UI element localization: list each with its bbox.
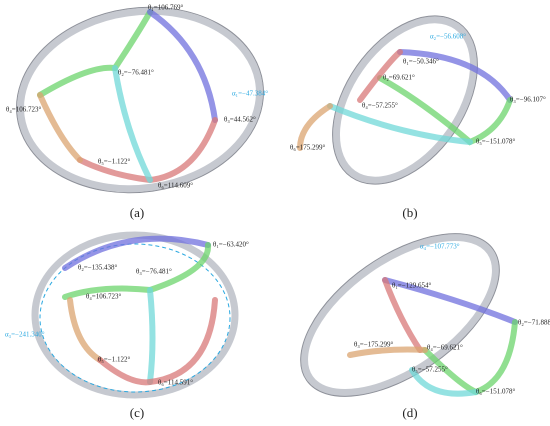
link bbox=[67, 297, 103, 363]
angle-label: θ₄=106.723° bbox=[6, 106, 41, 114]
panel-a: θ₁=106.769° θ₂=−76.481° α₁=−47.384° θ₃=4… bbox=[6, 4, 268, 220]
angle-label: θ₅=−151.078° bbox=[476, 138, 515, 146]
ring-edge bbox=[300, 233, 500, 397]
ring-edge bbox=[332, 15, 478, 185]
caption: (c) bbox=[130, 405, 144, 420]
link bbox=[357, 49, 403, 103]
link bbox=[297, 103, 333, 151]
link bbox=[409, 367, 479, 397]
angle-label: θ₄=−69.621° bbox=[427, 344, 463, 352]
angle-label: θ₅=−57.255° bbox=[412, 366, 448, 374]
ring-dash bbox=[39, 243, 231, 393]
caption: (a) bbox=[130, 205, 144, 220]
angle-label: θ₆=−151.078° bbox=[476, 388, 515, 396]
link bbox=[382, 277, 518, 325]
caption: (b) bbox=[402, 205, 417, 220]
angle-label: α₂=−56.608° bbox=[430, 33, 466, 41]
ring bbox=[17, 7, 263, 193]
angle-label: α₄=−107.773° bbox=[420, 243, 460, 251]
link bbox=[97, 297, 218, 386]
link bbox=[62, 235, 211, 271]
angle-label: θ₁=−63.420° bbox=[213, 241, 249, 249]
ring bbox=[332, 16, 478, 184]
angle-label: θ₅=−1.122° bbox=[98, 356, 130, 364]
link bbox=[397, 49, 513, 103]
angle-label: θ₁=106.769° bbox=[148, 4, 183, 12]
panel-b: α₂=−56.608° θ₁=−50.346° θ₂=69.621° θ₃=−9… bbox=[290, 15, 546, 220]
angle-label: θ₁=−129.654° bbox=[392, 282, 431, 290]
angle-label: θ₃=−175.299° bbox=[354, 341, 393, 349]
angle-label: θ₂=−135.438° bbox=[78, 264, 117, 272]
angle-label: θ₄=106.723° bbox=[86, 293, 121, 301]
angle-label: α₃=−241.340° bbox=[5, 331, 45, 339]
link bbox=[347, 346, 428, 358]
angle-label: θ₅=−1.122° bbox=[98, 158, 130, 166]
angle-label: θ₂=−76.481° bbox=[118, 69, 154, 77]
ring-edge bbox=[16, 6, 264, 194]
ring bbox=[31, 231, 239, 399]
link bbox=[147, 9, 218, 123]
angle-label: θ₄=−57.255° bbox=[362, 102, 398, 110]
link bbox=[377, 75, 513, 146]
angle-label: θ₂=69.621° bbox=[383, 74, 415, 82]
angle-label: θ₃=44.562° bbox=[224, 116, 256, 124]
link bbox=[382, 277, 423, 353]
angle-label: θ₃=−96.107° bbox=[510, 96, 546, 104]
angle-label: θ₆=114.591° bbox=[158, 379, 193, 387]
angle-label: θ₁=−50.346° bbox=[403, 58, 439, 66]
link bbox=[37, 92, 83, 163]
panel-d: α₄=−107.773° θ₁=−129.654° θ₂=−71.888° θ₃… bbox=[300, 233, 550, 420]
angle-label: θ₆=175.299° bbox=[290, 144, 325, 152]
link bbox=[147, 287, 156, 385]
angle-label: θ₆=114.609° bbox=[158, 182, 193, 190]
caption: (d) bbox=[402, 405, 417, 420]
link bbox=[112, 65, 153, 183]
angle-label: θ₂=−71.888° bbox=[518, 319, 550, 327]
panel-c: θ₁=−63.420° θ₂=−135.438° θ₃=−76.481° θ₄=… bbox=[5, 231, 249, 420]
angle-label: α₁=−47.384° bbox=[232, 90, 268, 98]
link bbox=[327, 103, 473, 145]
angle-label: θ₃=−76.481° bbox=[136, 268, 172, 276]
